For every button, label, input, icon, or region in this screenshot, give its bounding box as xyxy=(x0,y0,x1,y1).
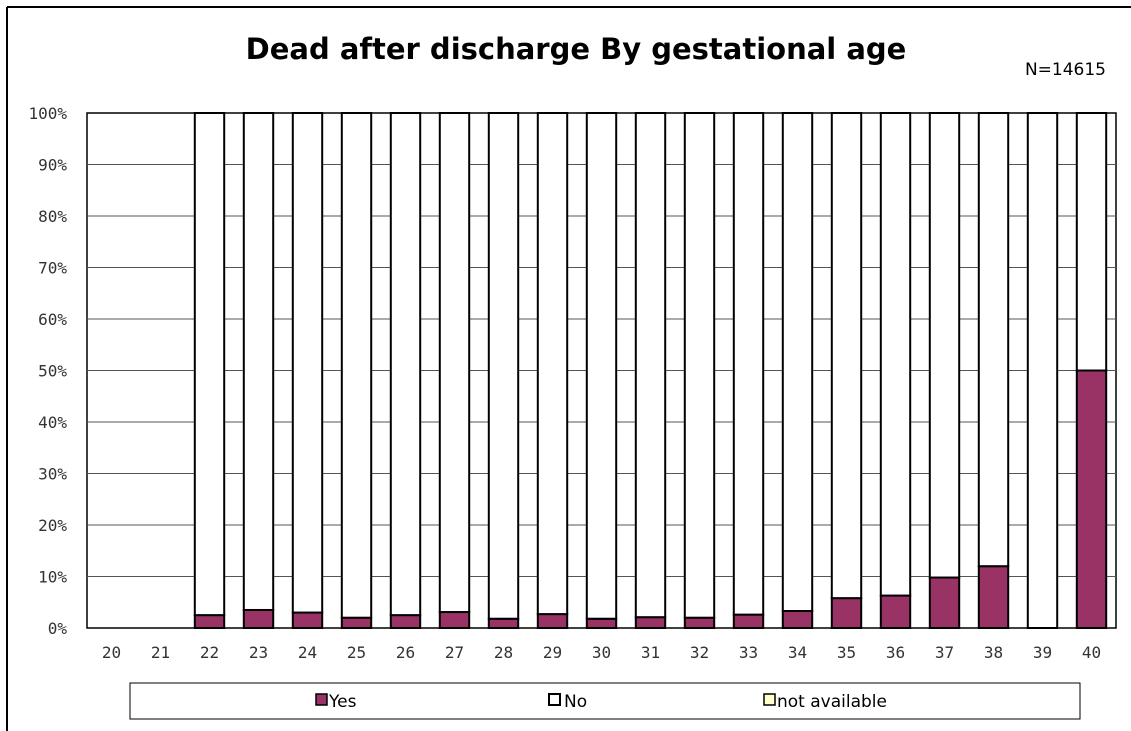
x-tick-label: 34 xyxy=(788,643,807,662)
legend-swatch-yes xyxy=(315,693,328,706)
bar-yes-22 xyxy=(193,614,226,629)
bar-no-23 xyxy=(242,112,275,611)
legend-box xyxy=(129,682,1081,720)
x-tick-label: 25 xyxy=(347,643,366,662)
x-tick-label: 20 xyxy=(102,643,121,662)
bar-yes-36 xyxy=(879,594,912,629)
bar-yes-38 xyxy=(977,565,1010,630)
legend-label-not-available: not available xyxy=(777,692,887,712)
x-tick-label: 24 xyxy=(298,643,317,662)
bar-no-29 xyxy=(536,112,569,616)
x-tick-label: 31 xyxy=(641,643,660,662)
x-tick-label: 21 xyxy=(151,643,170,662)
bar-yes-34 xyxy=(781,610,814,630)
x-tick-label: 30 xyxy=(592,643,611,662)
x-tick-label: 40 xyxy=(1082,643,1101,662)
bar-no-33 xyxy=(732,112,765,616)
y-tick-label: 100% xyxy=(28,104,67,123)
bar-no-22 xyxy=(193,112,226,617)
x-tick-label: 26 xyxy=(396,643,415,662)
y-tick-label: 30% xyxy=(38,465,67,484)
legend-item-no: No xyxy=(548,692,587,712)
bar-no-37 xyxy=(928,112,961,579)
bar-no-26 xyxy=(389,112,422,617)
x-tick-label: 23 xyxy=(249,643,268,662)
bar-no-35 xyxy=(830,112,863,600)
x-tick-label: 39 xyxy=(1033,643,1052,662)
y-tick-label: 70% xyxy=(38,259,67,278)
bar-yes-30 xyxy=(585,617,618,629)
bar-yes-23 xyxy=(242,608,275,629)
x-tick-label: 37 xyxy=(935,643,954,662)
x-axis-ticks: 20 21 22 23 24 25 26 27 28 29 30 31 32 33 34 35 36 37 38 39… xyxy=(102,643,1101,662)
bar-no-32 xyxy=(683,112,716,619)
x-tick-label: 22 xyxy=(200,643,219,662)
chart-title: Dead after discharge By gestational age xyxy=(246,32,907,66)
y-tick-label: 0% xyxy=(48,619,68,638)
legend-swatch-not-available xyxy=(763,693,776,706)
bar-yes-35 xyxy=(830,597,863,630)
bar-yes-26 xyxy=(389,614,422,629)
bar-no-25 xyxy=(340,112,373,619)
x-tick-label: 33 xyxy=(739,643,758,662)
bar-yes-25 xyxy=(340,616,373,630)
bar-yes-31 xyxy=(634,616,667,629)
y-tick-label: 90% xyxy=(38,156,67,175)
y-tick-label: 10% xyxy=(38,568,67,587)
bars xyxy=(193,112,1108,630)
bar-yes-37 xyxy=(928,576,961,630)
x-tick-label: 27 xyxy=(445,643,464,662)
bar-no-30 xyxy=(585,112,618,620)
bar-no-38 xyxy=(977,112,1010,568)
bar-no-27 xyxy=(438,112,471,614)
bar-no-31 xyxy=(634,112,667,619)
y-tick-label: 50% xyxy=(38,362,67,381)
legend-item-yes: Yes xyxy=(315,692,357,712)
bar-no-40 xyxy=(1075,112,1108,372)
bar-yes-27 xyxy=(438,611,471,629)
bar-yes-33 xyxy=(732,613,765,629)
bar-yes-29 xyxy=(536,613,569,629)
legend-item-not-available: not available xyxy=(763,692,887,712)
x-tick-label: 38 xyxy=(984,643,1003,662)
bar-no-36 xyxy=(879,112,912,597)
y-tick-label: 80% xyxy=(38,207,67,226)
y-axis-ticks: 0% 10% 20% 30% 40% 50% 60% 70% 80% 90% 100% xyxy=(28,104,67,638)
bar-yes-32 xyxy=(683,616,716,630)
y-tick-label: 20% xyxy=(38,516,67,535)
y-tick-label: 40% xyxy=(38,413,67,432)
bar-no-24 xyxy=(291,112,324,614)
x-tick-label: 36 xyxy=(886,643,905,662)
bar-yes-28 xyxy=(487,617,520,629)
x-tick-label: 35 xyxy=(837,643,856,662)
bar-yes-40 xyxy=(1075,369,1108,629)
bar-no-39 xyxy=(1026,112,1059,629)
legend-label-no: No xyxy=(564,692,587,712)
x-tick-label: 28 xyxy=(494,643,513,662)
bar-yes-24 xyxy=(291,611,324,629)
x-tick-label: 29 xyxy=(543,643,562,662)
x-tick-label: 32 xyxy=(690,643,709,662)
legend-label-yes: Yes xyxy=(328,692,357,712)
legend-swatch-no xyxy=(548,693,561,706)
chart-subtitle: N=14615 xyxy=(1025,60,1106,80)
bar-no-34 xyxy=(781,112,814,613)
y-tick-label: 60% xyxy=(38,310,67,329)
bar-no-28 xyxy=(487,112,520,620)
